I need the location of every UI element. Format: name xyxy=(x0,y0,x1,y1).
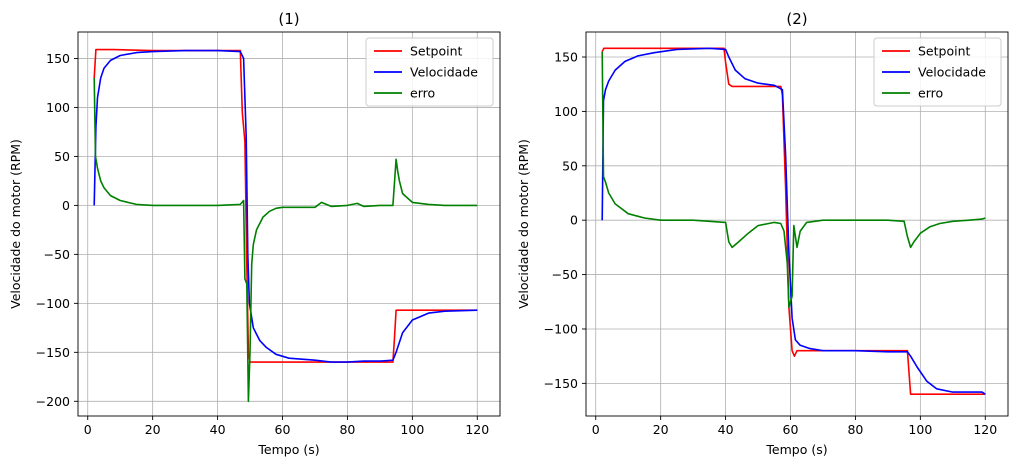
series-line-erro xyxy=(601,51,986,309)
x-tick-label: 20 xyxy=(653,422,669,437)
x-tick-label: 0 xyxy=(84,422,92,437)
y-tick-label: −50 xyxy=(44,247,70,262)
chart-1: 0 20 40 60 80 100 120 −200 −150 −100 −50 0 50 100 150 (… xyxy=(8,10,501,457)
x-axis-label: Tempo (s) xyxy=(257,442,319,457)
y-tick-label: −100 xyxy=(36,296,70,311)
x-tick-label: 80 xyxy=(847,422,863,437)
y-axis: −200 −150 −100 −50 0 50 100 150 xyxy=(36,51,78,409)
y-tick-label: 100 xyxy=(554,104,578,119)
x-axis-label: Tempo (s) xyxy=(765,442,827,457)
x-tick-label: 60 xyxy=(275,422,291,437)
legend: Setpoint Velocidade erro xyxy=(365,37,494,107)
y-axis-label: Velocidade do motor (RPM) xyxy=(8,139,23,309)
legend-label: erro xyxy=(410,86,435,101)
y-tick-label: −150 xyxy=(544,376,578,391)
legend: Setpoint Velocidade erro xyxy=(873,37,1002,107)
legend-label: Setpoint xyxy=(918,44,971,59)
x-tick-label: 40 xyxy=(718,422,734,437)
x-axis: 0 20 40 60 80 100 120 xyxy=(592,416,997,437)
series-group xyxy=(601,47,986,396)
x-tick-label: 120 xyxy=(973,422,997,437)
y-axis: −150 −100 −50 0 50 100 150 xyxy=(544,50,586,391)
chart-title: (2) xyxy=(786,10,807,28)
legend-box xyxy=(365,37,494,107)
y-tick-label: −100 xyxy=(544,321,578,336)
y-tick-label: 50 xyxy=(54,149,70,164)
x-tick-label: 0 xyxy=(592,422,600,437)
legend-label: Velocidade xyxy=(918,65,986,80)
legend-label: Velocidade xyxy=(410,65,478,80)
x-axis: 0 20 40 60 80 100 120 xyxy=(84,416,489,437)
series-line-velocidade xyxy=(601,47,986,395)
x-tick-label: 100 xyxy=(908,422,932,437)
y-tick-label: 0 xyxy=(62,198,70,213)
chart-2: 0 20 40 60 80 100 120 −150 −100 −50 0 50 100 150 (2) Te… xyxy=(516,10,1009,457)
y-axis-label: Velocidade do motor (RPM) xyxy=(516,139,531,309)
axes-frame xyxy=(585,31,1009,417)
series-group xyxy=(93,48,478,403)
legend-box xyxy=(873,37,1002,107)
series-line-erro xyxy=(93,77,478,403)
legend-label: Setpoint xyxy=(410,44,463,59)
axes-frame xyxy=(77,31,501,417)
y-tick-label: −50 xyxy=(552,267,578,282)
chart-title: (1) xyxy=(278,10,299,28)
x-tick-label: 120 xyxy=(465,422,489,437)
x-tick-label: 80 xyxy=(339,422,355,437)
y-tick-label: 150 xyxy=(554,50,578,65)
y-tick-label: 50 xyxy=(562,158,578,173)
x-tick-label: 60 xyxy=(783,422,799,437)
legend-label: erro xyxy=(918,86,943,101)
x-tick-label: 100 xyxy=(400,422,424,437)
y-tick-label: 150 xyxy=(46,51,70,66)
series-line-velocidade xyxy=(93,49,478,363)
x-tick-label: 40 xyxy=(210,422,226,437)
x-tick-label: 20 xyxy=(145,422,161,437)
y-tick-label: 0 xyxy=(570,213,578,228)
y-tick-label: 100 xyxy=(46,100,70,115)
grid-lines xyxy=(78,32,500,416)
y-tick-label: −150 xyxy=(36,345,70,360)
y-tick-label: −200 xyxy=(36,394,70,409)
